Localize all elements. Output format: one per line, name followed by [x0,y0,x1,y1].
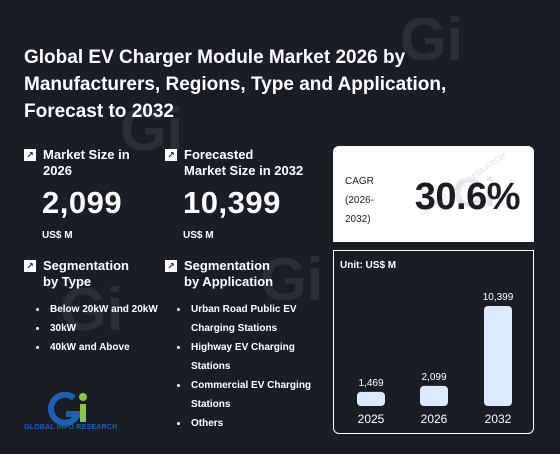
market-size-label: Market Size in 2026 [43,147,130,178]
market-size-value: 2,099 [42,185,123,220]
bar-2026 [420,385,448,406]
list-item: 30kW [36,319,164,338]
cagr-value: 30.6% [414,176,521,218]
list-item: Others [177,414,325,433]
company-logo [48,391,87,426]
value-label-2025: 1,469 [358,378,383,389]
segmentation-type: ↗ Segmentation by Type Below 20kW and 20… [24,258,164,357]
cagr-label: CAGR (2026- 2032) [345,176,374,225]
forecast-size-value: 10,399 [183,185,281,220]
category-label-2026: 2026 [421,412,448,426]
bar-2032 [484,306,512,406]
list-item: Commercial EV Charging Stations [177,376,325,414]
bar-2025 [357,391,385,406]
chart-unit-label: Unit: US$ M [340,260,397,271]
page-title: Global EV Charger Module Market 2026 by … [24,47,447,122]
list-item: Urban Road Public EV Charging Stations [177,300,325,338]
watermark-logo: Gi GLOBAL INFO RESEARCH [418,151,507,217]
arrow-icon: ↗ [165,260,177,272]
market-size-metric: ↗ Market Size in 2026 2,099 US$ M [24,147,130,241]
list-item: Below 20kW and 20kW [36,300,164,319]
segmentation-application: ↗ Segmentation by Application Urban Road… [165,258,325,433]
segmentation-type-label: Segmentation by Type [43,258,129,289]
segmentation-application-label: Segmentation by Application [184,258,274,289]
arrow-icon: ↗ [24,149,36,161]
arrow-icon: ↗ [24,260,36,272]
category-label-2032: 2032 [485,412,512,426]
bar-chart-card: Unit: US$ M 1,469 2025 2,099 2026 10,399 2032 [333,250,534,434]
cagr-card: Gi GLOBAL INFO RESEARCH CAGR (2026- 2032… [333,146,534,242]
market-size-unit: US$ M [42,230,73,241]
list-item: 40kW and Above [36,338,164,357]
list-item: Highway EV Charging Stations [177,338,325,376]
svg-text:Gi: Gi [453,171,495,215]
forecast-size-metric: ↗ Forecasted Market Size in 2032 10,399 … [165,147,303,241]
logo-text: GLOBAL INFO RESEARCH [24,424,118,431]
forecast-size-unit: US$ M [183,230,214,241]
value-label-2032: 10,399 [483,292,514,303]
category-label-2025: 2025 [358,412,385,426]
arrow-icon: ↗ [165,149,177,161]
value-label-2026: 2,099 [421,372,446,383]
bar-chart: 1,469 2025 2,099 2026 10,399 2032 [357,292,514,426]
forecast-size-label: Forecasted Market Size in 2032 [184,147,304,178]
